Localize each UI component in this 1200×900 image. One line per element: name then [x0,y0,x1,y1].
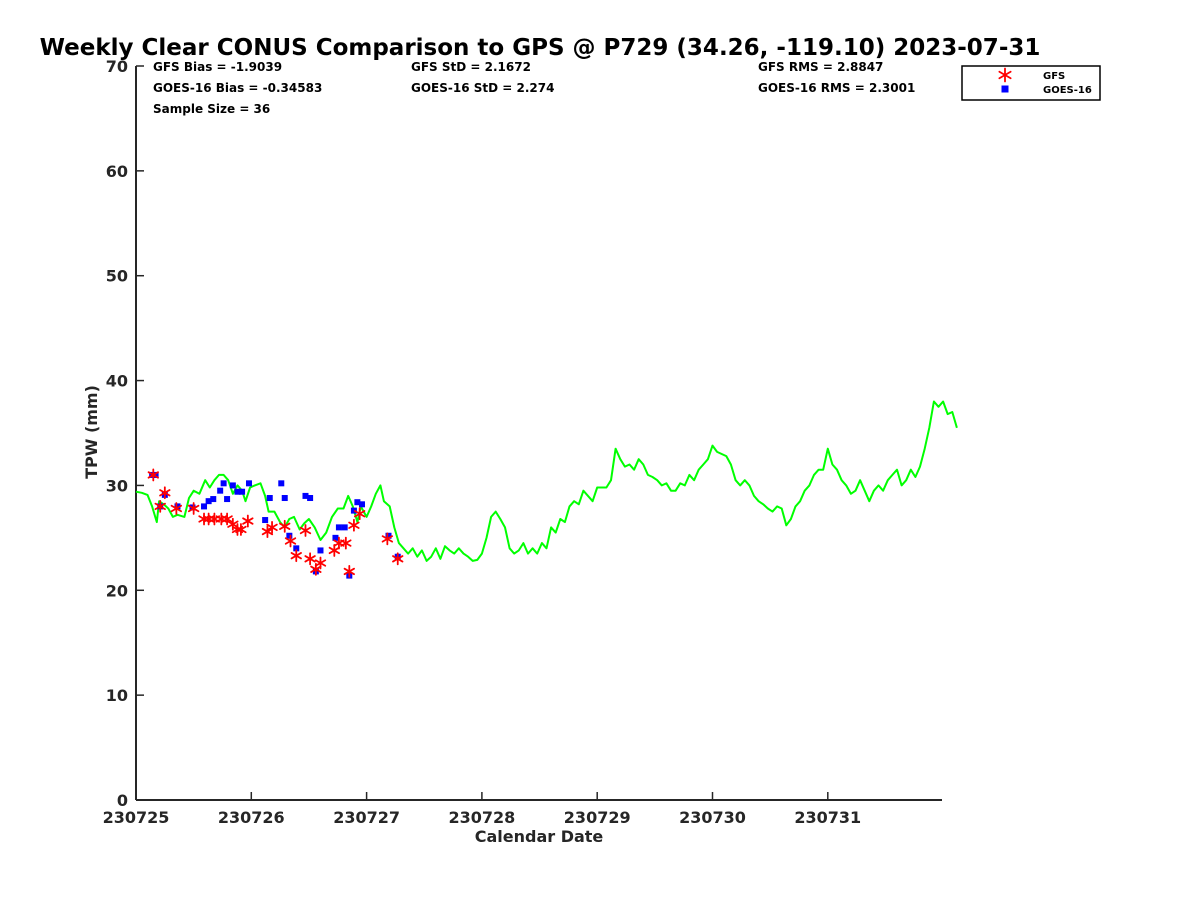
stat-gfs-std: GFS StD = 2.1672 [411,60,531,74]
gfs-point [215,512,227,526]
legend-gfs-label: GFS [1043,71,1065,82]
y-tick-label: 20 [106,581,128,600]
gfs-point [290,549,302,563]
stat-gfs-rms: GFS RMS = 2.8847 [758,60,883,74]
goes16-point [302,492,309,499]
gfs-point [279,519,291,533]
legend: GFS GOES-16 [961,65,1101,101]
gfs-point [343,565,355,578]
goes16-point [174,503,181,510]
goes16-point [220,480,227,487]
goes16-point [350,507,357,514]
gfs-point [299,524,312,537]
goes16-point [201,503,208,510]
stat-gfs-bias: GFS Bias = -1.9039 [153,60,282,74]
goes16-point [281,495,288,502]
goes16-point [332,534,339,541]
y-tick-label: 50 [106,267,128,286]
goes16-point [245,480,252,487]
chart-title: Weekly Clear CONUS Comparison to GPS @ P… [40,35,1041,61]
plot-area [135,400,958,579]
legend-goes-marker [1001,85,1009,93]
gfs-point [261,525,274,538]
gfs-point [381,532,394,546]
goes16-point [278,480,285,487]
gfs-point [187,502,200,515]
gfs-point [304,552,316,566]
goes16-point [354,499,361,506]
gfs-point [170,502,183,515]
goes16-point [224,496,231,503]
x-tick-label: 230728 [449,808,516,827]
y-tick-label: 60 [106,162,128,181]
goes16-point [286,532,293,539]
x-tick-label: 230730 [679,808,746,827]
goes16-point [210,496,217,503]
x-tick-label: 230726 [218,808,285,827]
axes: 0 10 20 30 40 50 60 70 230725 230726 230727 230728 2… [103,57,942,827]
x-axis-label: Calendar Date [475,827,604,846]
x-tick-label: 230725 [103,808,170,827]
gfs-point [392,552,404,566]
x-tick-label: 230731 [794,808,861,827]
goes16-point [205,498,212,505]
gfs-point [340,536,352,550]
gfs-point [284,534,297,548]
stat-goes-bias: GOES-16 Bias = -0.34583 [153,81,322,95]
x-tick-label: 230729 [564,808,631,827]
gfs-point [328,544,340,557]
gps-line [135,400,958,562]
y-axis-label: TPW (mm) [82,385,101,479]
y-tick-label: 10 [106,686,128,705]
stat-goes-rms: GOES-16 RMS = 2.3001 [758,81,915,95]
goes16-point [234,488,241,495]
y-tick-label: 40 [106,372,128,391]
goes16-point [307,495,314,502]
gfs-point [242,514,254,528]
legend-gfs-star [998,67,1012,83]
gfs-point [147,468,159,482]
goes16-point [341,524,348,531]
gfs-point [354,507,366,521]
legend-gfs-marker [998,67,1012,83]
y-tick-label: 30 [106,476,128,495]
stat-sample-size: Sample Size = 36 [153,102,270,116]
gfs-point [314,556,327,570]
goes16-point [152,471,159,478]
goes16-point [217,487,224,494]
gfs-point [266,520,278,534]
gfs-point [208,512,221,526]
gfs-point [348,518,360,532]
goes16-point [239,488,246,495]
legend-box [961,65,1101,101]
goes16-point [335,524,342,531]
x-tick-label: 230727 [333,808,400,827]
legend-goes-label: GOES-16 [1043,85,1092,96]
gfs-point [221,512,233,526]
gfs-point [235,523,247,536]
gfs-point [159,486,171,500]
goes16-point [293,545,300,552]
goes16-point [229,482,236,489]
y-tick-label: 0 [117,791,128,810]
goes16-point [262,517,269,524]
gfs-point [154,499,166,513]
stat-goes-std: GOES-16 StD = 2.274 [411,81,554,95]
stats-panel: GFS Bias = -1.9039 GOES-16 Bias = -0.345… [153,60,915,116]
goes16-point [317,547,324,554]
goes16-point [385,532,392,539]
y-tick-label: 70 [106,57,128,76]
goes16-point [266,495,273,502]
goes16-point [358,501,365,508]
